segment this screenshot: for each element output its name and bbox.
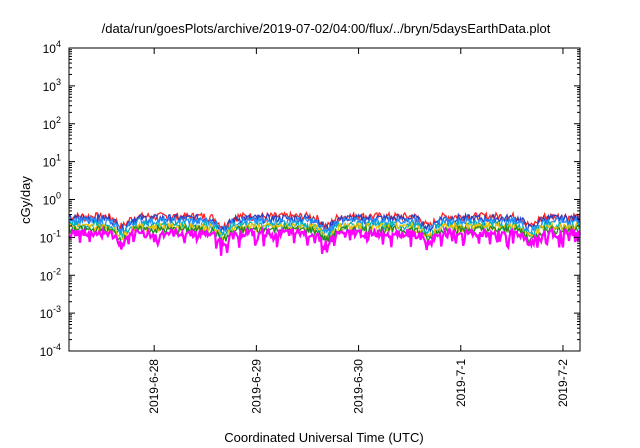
series-line-6 <box>68 223 581 245</box>
plot-series <box>68 210 582 256</box>
y-tick-label: 10-3 <box>40 304 61 321</box>
y-tick-label: 10-1 <box>40 228 61 245</box>
y-tick-label: 10-4 <box>40 342 61 359</box>
x-tick-label: 2019-7-1 <box>454 359 468 407</box>
x-axis-ticks: 2019-6-28 2019-6-29 2019-6-30 2019-7-1 2019-… <box>147 48 570 414</box>
x-axis-label: Coordinated Universal Time (UTC) <box>224 430 423 445</box>
y-tick-label: 101 <box>43 153 61 170</box>
y-tick-label: 10-2 <box>40 266 61 283</box>
y-axis-ticks: 10-4 10-3 10-2 10-1 100 101 102 103 104 <box>40 39 580 359</box>
y-tick-label: 103 <box>43 77 61 94</box>
series-line-7 <box>68 225 582 256</box>
x-tick-label: 2019-6-29 <box>249 359 263 414</box>
plot-frame <box>68 47 581 352</box>
y-tick-label: 104 <box>43 39 61 56</box>
y-axis-label: cGy/day <box>18 176 33 224</box>
y-tick-label: 100 <box>43 191 61 208</box>
chart-title: /data/run/goesPlots/archive/2019-07-02/0… <box>102 21 551 36</box>
x-tick-label: 2019-6-28 <box>147 359 161 414</box>
x-tick-label: 2019-7-2 <box>556 359 570 407</box>
x-tick-label: 2019-6-30 <box>352 359 366 414</box>
y-tick-label: 102 <box>43 115 61 132</box>
